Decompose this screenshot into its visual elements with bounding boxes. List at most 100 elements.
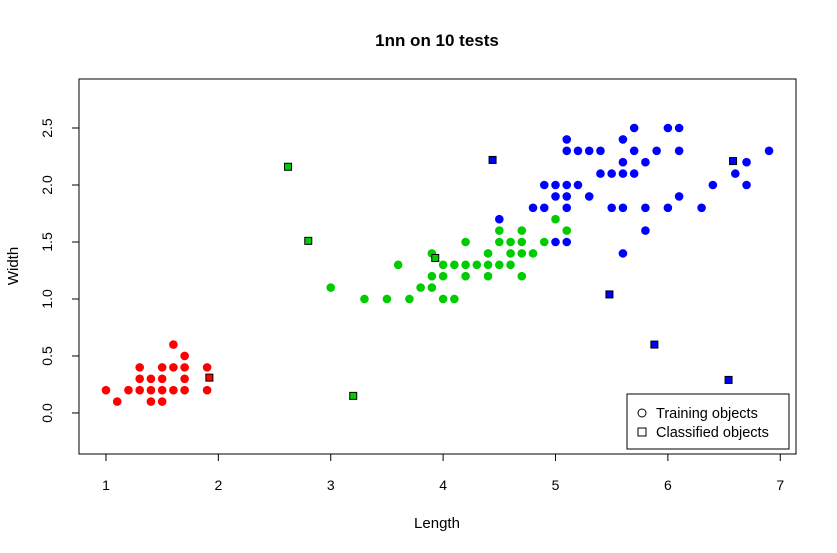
training-point bbox=[641, 203, 650, 213]
training-point bbox=[562, 237, 572, 247]
training-point bbox=[461, 271, 470, 281]
training-point bbox=[674, 146, 684, 156]
training-point bbox=[641, 157, 650, 167]
x-axis: 1 2 3 4 5 6 7 bbox=[102, 453, 784, 493]
training-point bbox=[360, 294, 369, 304]
training-point bbox=[506, 237, 515, 247]
training-point bbox=[764, 146, 774, 156]
training-points bbox=[101, 123, 774, 406]
legend-box bbox=[626, 393, 790, 450]
training-point bbox=[326, 283, 336, 292]
training-point bbox=[495, 214, 504, 224]
classified-point bbox=[650, 340, 659, 349]
training-point bbox=[539, 203, 549, 213]
training-point bbox=[146, 397, 156, 406]
training-point bbox=[551, 192, 560, 201]
training-point bbox=[618, 157, 628, 167]
training-point bbox=[461, 237, 470, 247]
training-point bbox=[146, 385, 156, 395]
training-point bbox=[180, 351, 189, 361]
training-point bbox=[607, 203, 616, 213]
training-point bbox=[641, 226, 650, 235]
training-point bbox=[506, 260, 515, 270]
classified-point bbox=[729, 157, 738, 166]
x-axis-label: Length bbox=[414, 515, 460, 532]
training-point bbox=[629, 123, 639, 133]
training-point bbox=[450, 260, 459, 270]
training-point bbox=[674, 123, 684, 133]
training-point bbox=[517, 271, 527, 281]
training-point bbox=[562, 146, 572, 156]
training-point bbox=[146, 374, 156, 384]
training-point bbox=[180, 374, 189, 384]
classified-point bbox=[304, 236, 313, 245]
training-point bbox=[551, 237, 560, 247]
training-point bbox=[169, 340, 178, 349]
training-point bbox=[483, 260, 493, 270]
training-point bbox=[124, 385, 133, 395]
training-point bbox=[483, 271, 493, 281]
training-point bbox=[562, 135, 572, 144]
training-point bbox=[517, 249, 527, 258]
training-point bbox=[573, 180, 583, 190]
training-point bbox=[450, 294, 459, 304]
training-point bbox=[135, 363, 144, 372]
training-point bbox=[562, 180, 572, 190]
training-point bbox=[169, 385, 178, 395]
training-point bbox=[169, 363, 178, 372]
training-point bbox=[180, 385, 189, 395]
training-point bbox=[573, 146, 583, 156]
training-point bbox=[528, 203, 538, 213]
training-point bbox=[180, 363, 189, 372]
training-point bbox=[607, 169, 616, 178]
training-point bbox=[438, 294, 448, 304]
x-tick-label: 7 bbox=[776, 477, 784, 493]
classified-point bbox=[488, 155, 497, 164]
x-tick-label: 5 bbox=[552, 477, 560, 493]
training-point bbox=[202, 385, 212, 395]
training-point bbox=[629, 146, 639, 156]
training-point bbox=[663, 203, 673, 213]
classified-point bbox=[605, 290, 614, 299]
training-point bbox=[584, 192, 594, 201]
training-point bbox=[438, 271, 448, 281]
x-tick-label: 2 bbox=[214, 477, 222, 493]
y-tick-label: 0.0 bbox=[39, 403, 55, 423]
classified-point bbox=[349, 391, 358, 400]
training-point bbox=[483, 249, 493, 258]
legend-circle-icon bbox=[637, 408, 647, 418]
training-point bbox=[438, 260, 448, 270]
x-tick-label: 1 bbox=[102, 477, 110, 493]
training-point bbox=[157, 385, 167, 395]
classified-points bbox=[205, 155, 738, 400]
classified-point bbox=[284, 162, 293, 171]
training-point bbox=[708, 180, 718, 190]
legend: Training objects Classified objects bbox=[626, 393, 790, 450]
training-point bbox=[495, 237, 504, 247]
classified-point bbox=[205, 373, 214, 382]
training-point bbox=[551, 180, 560, 190]
training-point bbox=[551, 214, 560, 224]
training-point bbox=[731, 169, 740, 178]
legend-square-icon bbox=[637, 427, 647, 437]
x-tick-label: 3 bbox=[327, 477, 335, 493]
training-point bbox=[495, 226, 504, 235]
training-point bbox=[135, 374, 144, 384]
training-point bbox=[157, 363, 167, 372]
training-point bbox=[539, 180, 549, 190]
y-tick-label: 2.0 bbox=[39, 175, 55, 195]
training-point bbox=[427, 271, 437, 281]
legend-classified-label: Classified objects bbox=[656, 425, 769, 441]
training-point bbox=[652, 146, 661, 156]
training-point bbox=[663, 123, 673, 133]
training-point bbox=[382, 294, 392, 304]
chart-title: 1nn on 10 tests bbox=[375, 31, 499, 50]
training-point bbox=[517, 226, 527, 235]
training-point bbox=[674, 192, 684, 201]
training-point bbox=[427, 283, 437, 292]
training-point bbox=[157, 397, 167, 406]
y-tick-label: 2.5 bbox=[39, 118, 55, 138]
training-point bbox=[562, 203, 572, 213]
classified-point bbox=[431, 253, 440, 262]
